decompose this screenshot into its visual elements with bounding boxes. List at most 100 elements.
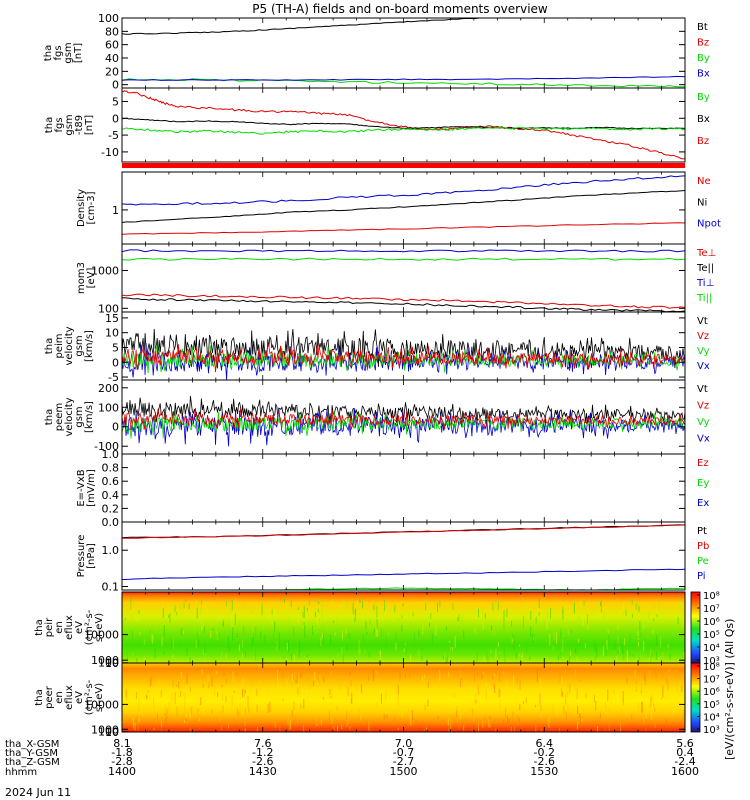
y-axis-label: peir [44, 617, 55, 637]
legend-Pi: Pi [697, 571, 706, 582]
legend-Vt: Vt [697, 384, 708, 395]
y-axis-label: gsm [64, 114, 75, 135]
xaxis-value: -0.7 [393, 746, 414, 759]
xaxis-value: -2.8 [111, 755, 132, 768]
y-tick-label: 0 [112, 421, 119, 434]
xaxis-value: -2.4 [674, 755, 695, 768]
series-By-line [122, 126, 685, 135]
date-label: 2024 Jun 11 [5, 786, 71, 799]
series-Vx-line [122, 407, 685, 447]
series-Te||-line [122, 297, 685, 312]
panel-4: 1000 100 mom3 [eV] Te⊥ Te|| Ti⊥ Ti|| [76, 243, 716, 315]
y-tick-label: 0 [112, 356, 119, 369]
spectrogram-texture [122, 669, 685, 732]
y-tick-label: -5 [108, 129, 119, 142]
y-axis-label: en [54, 691, 65, 704]
xaxis-value: 7.0 [395, 737, 413, 750]
legend-Ey: Ey [697, 478, 709, 489]
colorbar-tick: 10⁷ [703, 675, 720, 686]
xaxis-value: 1430 [249, 765, 277, 778]
y-tick-label: 0.0 [102, 516, 120, 529]
series-Vt-line [122, 328, 685, 369]
panel-frame [121, 171, 686, 245]
legend-Ez: Ez [697, 458, 709, 469]
legend-Pt: Pt [697, 526, 707, 537]
y-tick-label: -100 [94, 440, 119, 453]
colorbar-tick: 10⁵ [703, 630, 720, 641]
xaxis-value: -2.6 [534, 755, 555, 768]
y-axis-label: [nT] [73, 43, 84, 63]
colorbar-tick: 10⁸ [703, 591, 720, 602]
spectrogram-texture [125, 598, 685, 663]
y-axis-label: tha [43, 45, 54, 61]
y-axis-label: tha [34, 689, 45, 705]
y-axis-label: mom3 [76, 262, 87, 294]
xaxis-value: 1600 [671, 765, 699, 778]
colorbar-electron [690, 662, 701, 733]
panel-frame [121, 243, 686, 313]
y-axis-label: fgs [54, 117, 65, 132]
y-tick-label: 100 [98, 657, 119, 670]
y-axis-label: eflux [64, 685, 75, 710]
y-axis-label: (cm²-s- [84, 679, 95, 715]
xaxis-value: 0.4 [676, 746, 694, 759]
y-tick-label: 1000 [91, 654, 119, 667]
xaxis-value: 8.1 [113, 737, 131, 750]
spectrogram-ion [122, 592, 685, 663]
panel-3: 1 Density [cm-3] Ne Ni Npot [76, 171, 721, 245]
y-tick-label: 200 [98, 382, 119, 395]
legend-Vz: Vz [697, 331, 709, 342]
colorbar-tick: 10⁷ [703, 604, 720, 615]
xaxis-value: 1530 [530, 765, 558, 778]
series-Ne-line [122, 175, 685, 206]
y-axis-label: Density [76, 189, 87, 227]
colorbar: [eV/(cm²-s-sr-eV)] (All Qs) 10⁸10⁷10⁶10⁵… [690, 591, 736, 760]
y-axis-label: gsm [74, 406, 85, 427]
y-tick-label: 10 [105, 657, 119, 670]
y-axis-label: tha [44, 409, 55, 425]
legend-Bx: Bx [697, 114, 710, 125]
y-tick-label: -10 [101, 146, 119, 159]
legend-Ti||: Ti|| [696, 293, 712, 304]
xaxis-value: 1400 [108, 765, 136, 778]
y-tick-label: 0 [112, 112, 119, 125]
y-tick-label: 100 [98, 12, 119, 25]
y-axis-label: [eV] [86, 268, 97, 289]
y-tick-label: 0 [112, 79, 119, 92]
y-axis-label: Pressure [76, 535, 87, 578]
series-Pb-line [122, 524, 685, 539]
y-tick-label: 0.6 [102, 475, 120, 488]
xaxis-value: 7.6 [254, 737, 272, 750]
colorbar-tick: 10⁶ [703, 687, 720, 698]
y-tick-label: 40 [105, 52, 119, 65]
y-tick-label: 0.2 [102, 502, 120, 515]
figure-title: P5 (TH-A) fields and on-board moments ov… [252, 2, 548, 16]
y-axis-label: velocity [64, 326, 75, 365]
y-tick-label: 1.0 [102, 448, 120, 461]
xaxis-value: -2.7 [393, 755, 414, 768]
series-Vz-line [122, 407, 685, 431]
y-axis-label: [cm-3] [86, 191, 97, 224]
y-tick-label: 5 [112, 341, 119, 354]
y-axis-label: eV [74, 621, 85, 634]
legend-By: By [697, 92, 710, 103]
legend-Pb: Pb [697, 541, 709, 552]
y-axis-label: (cm²-s- [84, 609, 95, 645]
y-axis-label: peer [44, 685, 55, 709]
colorbar-ion [690, 591, 701, 664]
panel-5: 15 105 0 -5 tha peim velocity gsm [km/s] Vt Vz Vy Vx [44, 311, 710, 384]
series-Bx-line [122, 75, 685, 81]
y-axis-label: tha [44, 117, 55, 133]
legend-Vy: Vy [697, 417, 710, 428]
colorbar-label: [eV/(cm²-s-sr-eV)] (All Qs) [723, 619, 736, 760]
y-tick-label: 100 [98, 401, 119, 414]
flag-bar [122, 163, 685, 168]
xaxis-value: -0.2 [534, 746, 555, 759]
legend-Vx: Vx [697, 361, 710, 372]
y-tick-label: 80 [105, 25, 119, 38]
y-axis-label: peim [54, 333, 65, 358]
y-tick-label: 1000 [91, 723, 119, 736]
y-tick-label: 10 [105, 726, 119, 739]
xaxis-value: -2.6 [252, 755, 273, 768]
